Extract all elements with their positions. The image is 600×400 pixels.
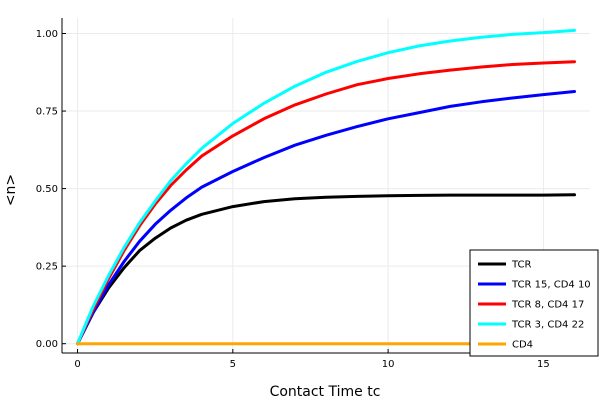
series-line-1 — [76, 90, 576, 346]
y-tick-label-0: 0.00 — [36, 339, 58, 350]
legend-label-1: TCR 15, CD4 10 — [511, 280, 591, 291]
x-tick-label-3: 15 — [537, 359, 550, 370]
y-tick-label-2: 0.50 — [36, 184, 58, 195]
x-tick-label-2: 10 — [382, 359, 395, 370]
y-tick-label-1: 0.25 — [36, 262, 58, 273]
legend-label-0: TCR — [511, 260, 532, 271]
legend-label-2: TCR 8, CD4 17 — [511, 300, 584, 311]
x-tick-label-0: 0 — [74, 359, 80, 370]
legend-label-4: CD4 — [512, 340, 533, 351]
tick-labels: 0 5 10 15 0.00 0.25 0.50 0.75 1.00 — [36, 29, 550, 370]
series-line-2 — [76, 60, 576, 346]
x-tick-label-1: 5 — [230, 359, 236, 370]
series-line-3 — [76, 28, 576, 346]
y-tick-label-3: 0.75 — [36, 107, 58, 118]
y-tick-label-4: 1.00 — [36, 29, 58, 40]
series-line-0 — [76, 193, 576, 346]
legend: TCR TCR 15, CD4 10 TCR 8, CD4 17 TCR 3, CD4… — [469, 249, 599, 357]
x-axis-label: Contact Time tc — [270, 384, 381, 400]
y-axis-label: <n> — [3, 174, 19, 206]
legend-label-3: TCR 3, CD4 22 — [511, 320, 584, 331]
series-lines — [76, 28, 576, 346]
